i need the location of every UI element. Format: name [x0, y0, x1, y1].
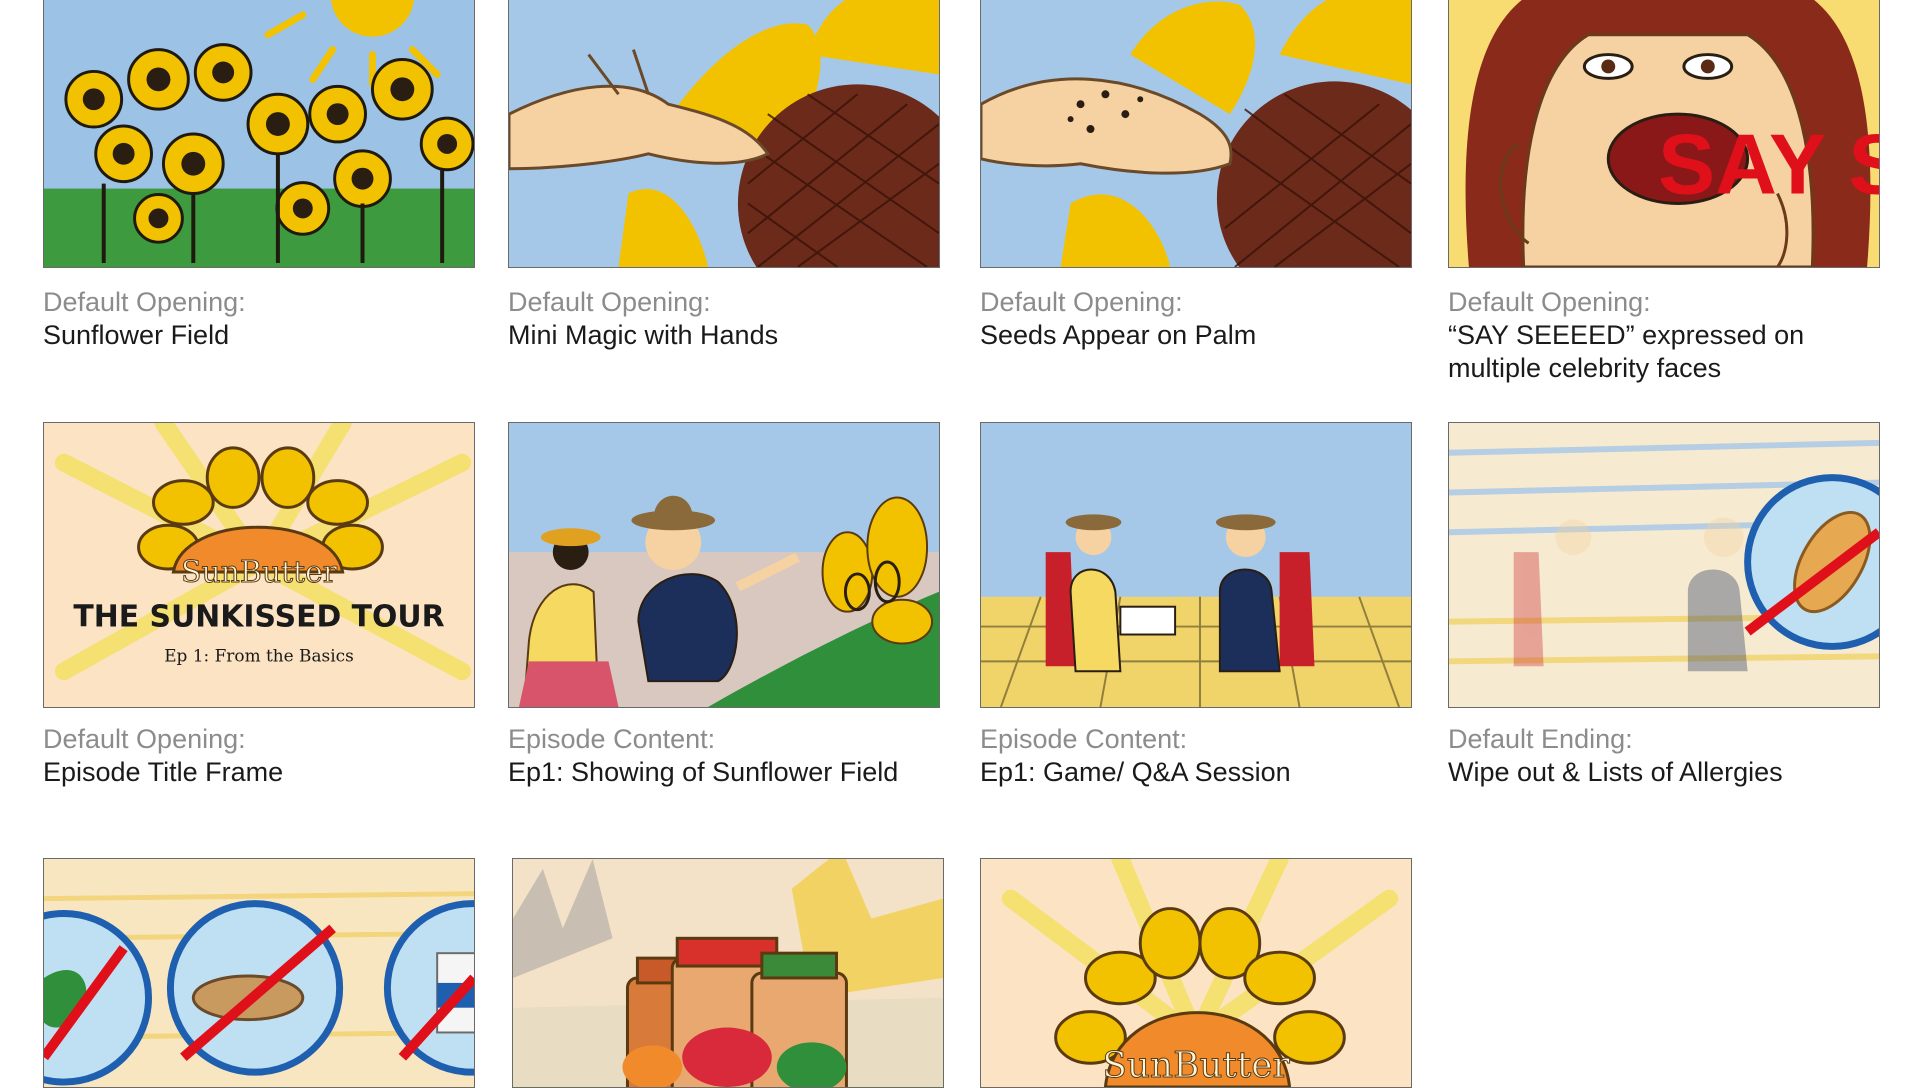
storyboard-panel-8 [1448, 422, 1880, 708]
magic-hands-sketch [509, 0, 939, 267]
title-episode-text: Ep 1: From the Basics [164, 645, 354, 665]
panel-title: “SAY SEEEED” expressed on multiple celeb… [1448, 320, 1805, 383]
qa-session-sketch [981, 423, 1411, 707]
title-tour-text: THE SUNKISSED TOUR [73, 600, 444, 635]
storyboard-panel-11: SunButter [980, 858, 1412, 1088]
panel-category: Default Opening: [1448, 287, 1651, 317]
panel-category: Episode Content: [508, 724, 716, 754]
panel-category: Default Opening: [43, 724, 246, 754]
allergy-wipe-sketch [1449, 423, 1879, 707]
storyboard-panel-10 [512, 858, 944, 1088]
storyboard-panel-6 [508, 422, 940, 708]
panel-category: Episode Content: [980, 724, 1188, 754]
panel-title: Mini Magic with Hands [508, 320, 779, 350]
storyboard-panel-9 [43, 858, 475, 1088]
panel-title: Ep1: Showing of Sunflower Field [508, 757, 899, 787]
say-seed-drawn-text: SAY S [1658, 118, 1879, 213]
seeds-on-palm-sketch [981, 0, 1411, 267]
panel-title: Sunflower Field [43, 320, 230, 350]
title-logo-text: SunButter [181, 555, 338, 590]
sunflower-field-sketch [44, 0, 474, 267]
storyboard-panel-1 [43, 0, 475, 268]
panel-title: Episode Title Frame [43, 757, 284, 787]
say-seed-face-sketch: SAY S [1449, 0, 1879, 267]
storyboard-panel-7 [980, 422, 1412, 708]
storyboard-panel-3 [980, 0, 1412, 268]
closing-logo-sketch: SunButter [981, 859, 1411, 1087]
allergy-icons-sketch [44, 859, 474, 1087]
panel-title: Seeds Appear on Palm [980, 320, 1257, 350]
storyboard-panel-2 [508, 0, 940, 268]
panel-title: Wipe out & Lists of Allergies [1448, 757, 1783, 787]
panel-title: Ep1: Game/ Q&A Session [980, 757, 1291, 787]
panel-category: Default Ending: [1448, 724, 1633, 754]
storyboard-panel-5: SunButter THE SUNKISSED TOUR Ep 1: From … [43, 422, 475, 708]
title-frame-sketch: SunButter THE SUNKISSED TOUR Ep 1: From … [44, 423, 474, 707]
panel-category: Default Opening: [508, 287, 711, 317]
sunflower-field-walk-sketch [509, 423, 939, 707]
panel-category: Default Opening: [43, 287, 246, 317]
panel-category: Default Opening: [980, 287, 1183, 317]
storyboard-panel-4: SAY S [1448, 0, 1880, 268]
product-jars-sketch [513, 859, 943, 1087]
